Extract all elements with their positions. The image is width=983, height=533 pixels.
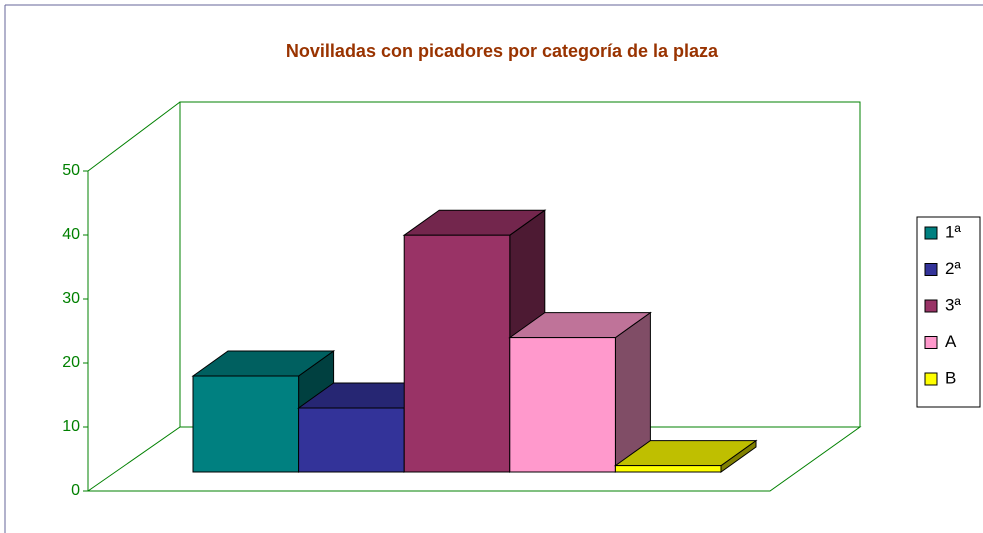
back-wall xyxy=(179,101,861,427)
bar xyxy=(192,375,300,473)
floor xyxy=(87,426,862,492)
legend-swatch xyxy=(924,299,938,313)
chart-title: Novilladas con picadores por categoría d… xyxy=(286,41,719,61)
y-tick-label: 40 xyxy=(62,226,80,243)
y-tick-label: 0 xyxy=(71,482,80,499)
legend-label: 2ª xyxy=(945,259,961,278)
legend-label: A xyxy=(945,332,957,351)
legend-swatch xyxy=(924,372,938,386)
legend-swatch xyxy=(924,336,938,349)
y-tick-label: 10 xyxy=(62,418,80,435)
left-wall-top xyxy=(87,101,181,172)
y-tick-label: 30 xyxy=(62,290,80,307)
legend-label: B xyxy=(945,368,956,387)
legend-swatch xyxy=(924,226,938,240)
walls xyxy=(87,101,862,492)
bar xyxy=(614,465,722,473)
bar xyxy=(298,407,405,473)
y-tick-label: 50 xyxy=(62,162,80,179)
bar xyxy=(403,234,511,473)
legend-label: 3ª xyxy=(945,295,961,314)
legend-label: 1ª xyxy=(945,222,961,241)
bar xyxy=(509,337,616,473)
y-tick-label: 20 xyxy=(62,354,80,371)
legend-swatch xyxy=(924,263,938,276)
